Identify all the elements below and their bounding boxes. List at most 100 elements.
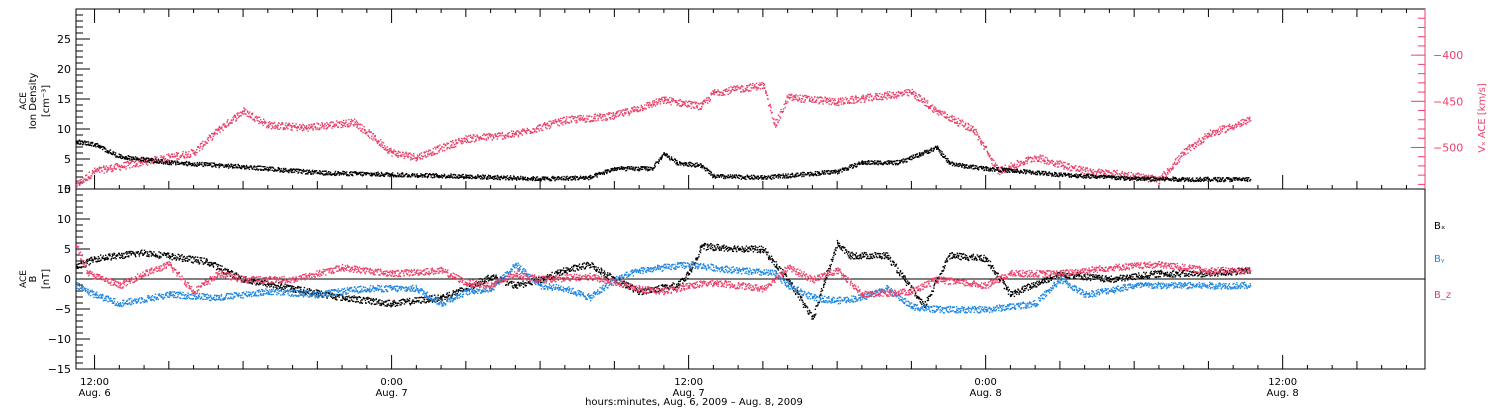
data-point (621, 168, 623, 170)
data-point (175, 152, 178, 154)
data-point (831, 102, 833, 104)
data-point (485, 139, 488, 141)
data-point (830, 99, 832, 101)
data-point (291, 169, 294, 172)
data-point (464, 138, 466, 140)
data-point (912, 154, 915, 157)
data-point (963, 125, 965, 127)
data-point (972, 165, 974, 167)
data-point (298, 168, 301, 171)
data-point (282, 127, 285, 129)
data-point (105, 168, 107, 171)
data-point (148, 157, 150, 160)
data-point (452, 174, 454, 176)
data-point (868, 96, 870, 98)
data-point (388, 148, 390, 150)
data-point (272, 126, 274, 128)
data-point (249, 115, 251, 117)
data-point (536, 131, 538, 133)
data-point (113, 151, 115, 153)
data-point (300, 169, 302, 171)
data-point (100, 167, 103, 169)
data-point (828, 100, 830, 103)
data-point (387, 150, 390, 153)
data-point (902, 162, 904, 164)
data-point (829, 170, 831, 172)
data-point (748, 84, 750, 86)
data-point (997, 167, 999, 170)
data-point (767, 176, 769, 179)
data-point (350, 122, 352, 124)
data-point (275, 126, 278, 128)
data-point (871, 95, 873, 97)
data-point (954, 164, 957, 166)
data-point (892, 163, 895, 166)
data-point (808, 96, 810, 98)
data-point (273, 170, 275, 172)
data-point (311, 169, 314, 172)
data-point (344, 171, 346, 174)
data-point (570, 121, 573, 123)
data-point (99, 146, 101, 148)
data-point (894, 94, 896, 96)
data-point (227, 123, 230, 125)
data-point (1082, 166, 1084, 168)
data-point (642, 166, 644, 168)
data-point (956, 121, 958, 123)
data-point (123, 162, 125, 164)
data-point (188, 151, 190, 153)
data-point (707, 102, 709, 104)
data-point (369, 137, 371, 139)
data-point (700, 166, 702, 168)
data-point (303, 129, 305, 131)
data-point (429, 173, 431, 175)
data-point (581, 176, 583, 179)
data-point (724, 176, 726, 178)
data-point (134, 156, 137, 158)
data-point (1156, 180, 1158, 182)
data-point (107, 166, 109, 169)
data-point (185, 164, 188, 166)
data-point (211, 138, 214, 140)
data-point (237, 166, 239, 168)
data-point (484, 134, 486, 137)
data-point (234, 164, 237, 166)
data-point (437, 175, 439, 177)
data-point (166, 161, 168, 163)
data-point (658, 158, 660, 161)
data-point (312, 129, 314, 131)
data-point (447, 176, 449, 178)
data-point (765, 178, 767, 180)
data-point (128, 162, 130, 164)
data-point (475, 176, 477, 178)
data-point (716, 91, 718, 93)
data-point (973, 129, 975, 131)
data-point (319, 170, 321, 172)
data-point (1008, 165, 1010, 167)
data-point (132, 158, 135, 160)
data-point (515, 131, 517, 134)
data-point (421, 176, 423, 178)
data-point (217, 128, 219, 130)
data-point (250, 117, 253, 119)
data-point (613, 117, 616, 119)
data-point (1178, 155, 1180, 157)
data-point (703, 168, 706, 170)
data-point (1008, 168, 1011, 170)
data-point (1164, 172, 1166, 174)
data-point (504, 176, 507, 179)
data-point (839, 97, 842, 99)
data-point (802, 95, 805, 98)
data-point (1231, 127, 1233, 130)
data-point (867, 160, 869, 162)
data-point (985, 146, 988, 148)
data-point (728, 176, 731, 179)
data-point (301, 125, 303, 127)
data-point (447, 142, 450, 145)
data-point (314, 170, 317, 173)
data-point (1238, 122, 1240, 124)
y-tick-label: −5 (55, 303, 71, 316)
data-point (626, 109, 628, 111)
data-point (395, 153, 397, 155)
